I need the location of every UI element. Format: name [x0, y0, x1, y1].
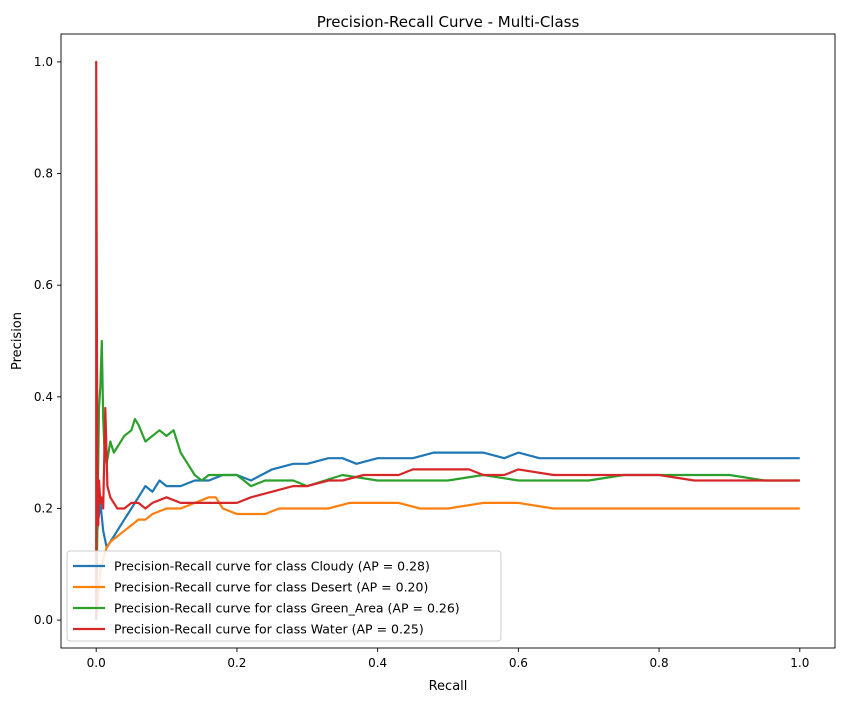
x-axis-label: Recall	[429, 679, 468, 694]
chart-title: Precision-Recall Curve - Multi-Class	[317, 13, 580, 31]
legend-label-2: Precision-Recall curve for class Green_A…	[114, 601, 460, 616]
series-line-2	[95, 339, 800, 621]
x-tick-label: 0.4	[368, 656, 387, 670]
y-tick-label: 0.2	[34, 501, 53, 515]
series-layer	[95, 60, 800, 621]
series-line-3	[95, 60, 800, 621]
x-tick-label: 0.8	[650, 656, 669, 670]
y-tick-label: 0.4	[34, 390, 53, 404]
series-line-1	[95, 496, 800, 621]
legend-label-3: Precision-Recall curve for class Water (…	[114, 622, 424, 637]
y-axis: 0.0 0.2 0.4 0.6 0.8 1.0	[34, 55, 61, 627]
x-tick-label: 0.2	[227, 656, 246, 670]
y-tick-label: 0.6	[34, 278, 53, 292]
series-line-0	[95, 451, 800, 549]
x-tick-label: 1.0	[790, 656, 809, 670]
legend-box	[66, 550, 502, 642]
y-tick-label: 0.0	[34, 613, 53, 627]
plot-frame	[60, 33, 836, 649]
legend-label-0: Precision-Recall curve for class Cloudy …	[114, 559, 430, 574]
y-tick-label: 0.8	[34, 167, 53, 181]
legend-label-1: Precision-Recall curve for class Desert …	[114, 580, 428, 595]
y-axis-label: Precision	[10, 312, 25, 370]
x-tick-label: 0.0	[87, 656, 106, 670]
x-axis: 0.0 0.2 0.4 0.6 0.8 1.0	[87, 648, 809, 670]
plot-area	[61, 34, 835, 648]
y-tick-label: 1.0	[34, 55, 53, 69]
x-tick-label: 0.6	[509, 656, 528, 670]
legend: Precision-Recall curve for class Cloudy …	[66, 550, 502, 642]
